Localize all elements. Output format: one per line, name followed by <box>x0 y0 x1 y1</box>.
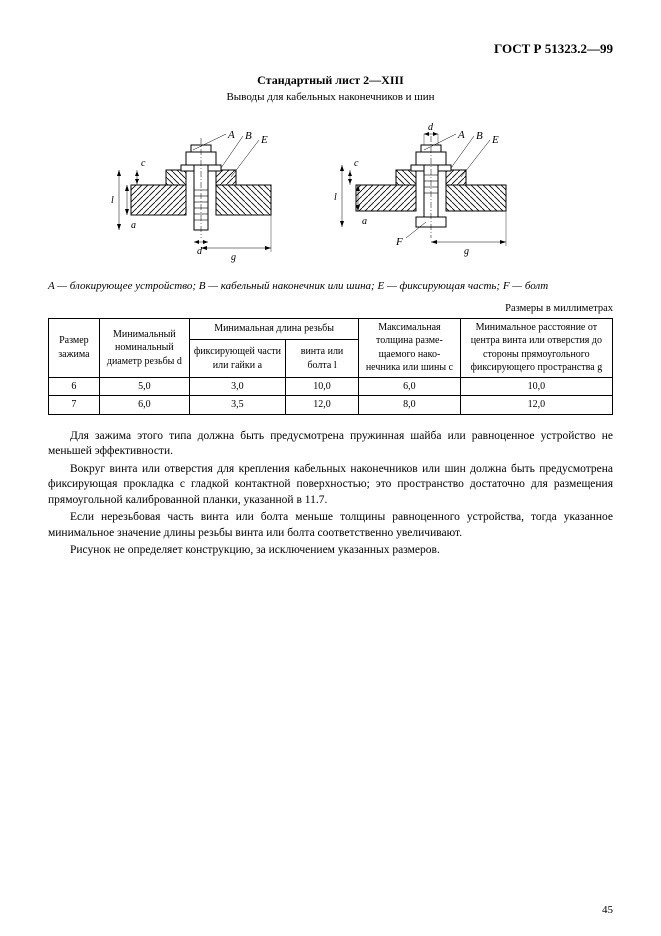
th-min-g: Минимальное расстояние от центра винта и… <box>460 318 612 377</box>
cell-a: 3,5 <box>189 396 285 415</box>
svg-text:E: E <box>260 134 268 146</box>
sheet-subtitle: Выводы для кабельных наконечников и шин <box>48 90 613 105</box>
paragraph: Рисунок не определяет конструкцию, за ис… <box>48 543 613 559</box>
body-text: Для зажима этого типа должна быть предус… <box>48 429 613 559</box>
svg-text:E: E <box>491 134 499 146</box>
svg-text:a: a <box>131 220 136 231</box>
cell-g: 10,0 <box>460 377 612 396</box>
svg-text:A: A <box>227 129 235 141</box>
svg-text:g: g <box>464 246 469 257</box>
svg-text:c: c <box>141 158 146 169</box>
svg-text:d: d <box>428 122 434 133</box>
th-max-c: Максимальная толщина разме- щаемого нако… <box>359 318 461 377</box>
units-label: Размеры в миллиметрах <box>48 302 613 316</box>
th-fixing-a: фиксирующей части или гайки a <box>189 340 285 377</box>
figure-legend: A — блокирующее устройство; B — кабельны… <box>48 279 613 294</box>
th-clamp-size: Размер зажима <box>49 318 100 377</box>
technical-drawing: l a c d g <box>48 115 613 269</box>
cell-c: 8,0 <box>359 396 461 415</box>
paragraph: Для зажима этого типа должна быть предус… <box>48 429 613 460</box>
cell-a: 3,0 <box>189 377 285 396</box>
cell-g: 12,0 <box>460 396 612 415</box>
document-id: ГОСТ Р 51323.2—99 <box>48 40 613 58</box>
svg-text:B: B <box>245 130 252 142</box>
sheet-title: Стандартный лист 2—XIII <box>48 72 613 88</box>
paragraph: Вокруг винта или отверстия для крепления… <box>48 462 613 509</box>
cell-d: 5,0 <box>99 377 189 396</box>
cell-l: 12,0 <box>285 396 358 415</box>
dimensions-table: Размер зажима Минимальный номинальный ди… <box>48 318 613 415</box>
page-number: 45 <box>602 903 613 918</box>
th-min-d: Минимальный номинальный диаметр резьбы d <box>99 318 189 377</box>
svg-text:c: c <box>354 158 359 169</box>
svg-text:l: l <box>111 195 114 206</box>
cell-c: 6,0 <box>359 377 461 396</box>
svg-text:g: g <box>231 252 236 263</box>
cell-size: 7 <box>49 396 100 415</box>
cell-size: 6 <box>49 377 100 396</box>
svg-text:A: A <box>457 129 465 141</box>
th-min-thread-len: Минимальная длина резьбы <box>189 318 358 340</box>
paragraph: Если нерезьбовая часть винта или болта м… <box>48 510 613 541</box>
page: ГОСТ Р 51323.2—99 Стандартный лист 2—XII… <box>0 0 661 936</box>
svg-text:a: a <box>362 216 367 227</box>
cell-d: 6,0 <box>99 396 189 415</box>
cell-l: 10,0 <box>285 377 358 396</box>
table-row: 7 6,0 3,5 12,0 8,0 12,0 <box>49 396 613 415</box>
svg-text:F: F <box>395 236 403 248</box>
drawing-svg: l a c d g <box>101 115 561 265</box>
table-row: 6 5,0 3,0 10,0 6,0 10,0 <box>49 377 613 396</box>
svg-text:l: l <box>334 192 337 203</box>
th-bolt-l: винта или болта l <box>285 340 358 377</box>
svg-text:B: B <box>476 130 483 142</box>
